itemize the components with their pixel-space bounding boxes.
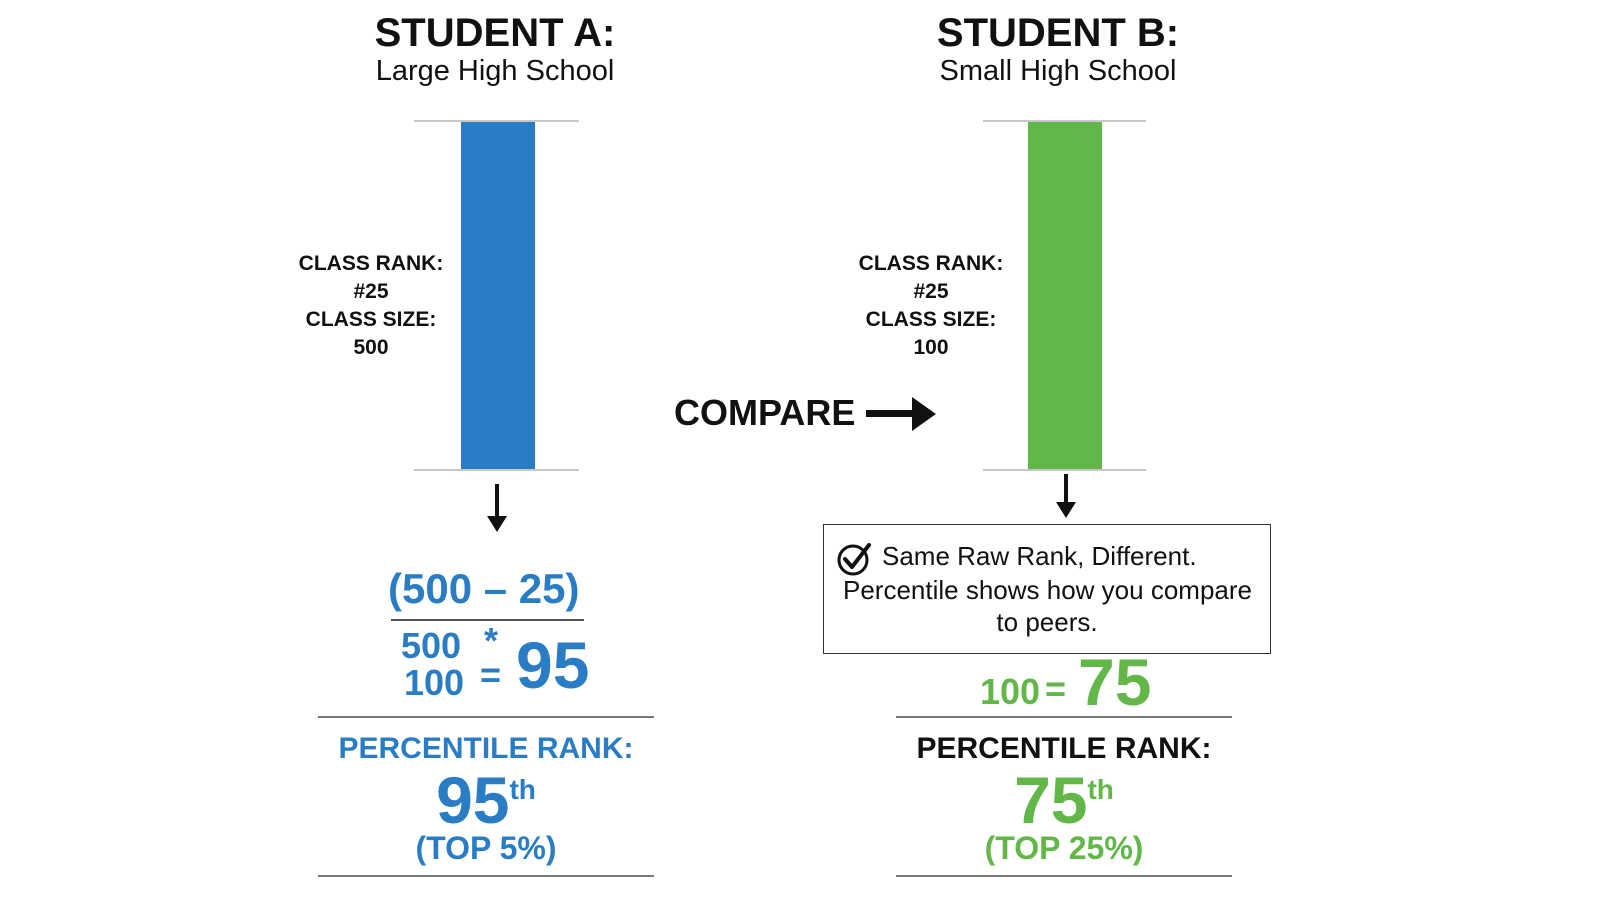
student-b-percentile-value: 75th [864,765,1264,835]
student-b-title: STUDENT B: [936,11,1180,55]
student-a-stats: CLASS RANK: #25 CLASS SIZE: 500 [281,250,461,362]
student-b-percentile-number: 75 [1014,763,1088,837]
student-b-bar-bottom-line [983,469,1146,471]
student-a-percentile-number: 95 [436,763,510,837]
student-a-bar-bottom-line [414,469,579,471]
student-a-subtitle: Large High School [375,55,615,87]
student-b-down-arrow-icon [1056,474,1076,518]
note-line-3: to peers. [996,607,1098,637]
student-b-formula-result: 75 [1078,645,1152,719]
student-a-class-rank-value: #25 [353,280,389,303]
student-b-formula-multiplier: 100 [980,671,1041,712]
student-a-formula-numerator: (500 – 25) [388,565,580,612]
note-line-1: Same Raw Rank, Different. [882,541,1197,571]
student-a-percentile-suffix: th [509,774,536,805]
check-circle-icon [837,543,871,576]
student-b-bar-top-line [983,120,1146,122]
note-box [823,524,1271,654]
student-a-bar-top-line [414,120,579,122]
student-b-subtitle: Small High School [939,55,1177,87]
student-a-formula-denominator: 500 [401,625,462,666]
student-b-formula-equals: = [1045,668,1067,709]
student-b-divider-bottom [896,875,1232,877]
compare-arrow-icon [866,410,914,417]
student-a-down-arrow-icon [487,484,507,532]
student-a-formula-equals: = [480,654,502,695]
student-a-formula-multiplier: 100 [404,662,465,703]
student-b-class-rank-value: #25 [913,280,949,303]
student-b-percentile-label: PERCENTILE RANK: [916,732,1212,765]
student-a-formula-star: * [484,620,499,661]
note-line-2: Percentile shows how you compare [843,575,1252,605]
student-b-class-size-label: CLASS SIZE: [865,308,997,331]
student-b-bar [1028,122,1102,469]
student-a-divider-bottom [318,875,654,877]
student-a-percentile-value: 95th [286,765,686,835]
student-b-class-size-value: 100 [913,336,949,359]
compare-arrow-head-icon [912,397,936,431]
student-a-fraction-line [391,619,584,621]
student-b-class-rank-label: CLASS RANK: [858,252,1004,275]
compare-label: COMPARE [674,392,856,433]
student-a-divider-top [318,716,654,718]
student-b-divider-top [896,716,1232,718]
student-b-percentile-top: (TOP 25%) [984,830,1144,866]
student-b-percentile-suffix: th [1087,774,1114,805]
student-a-class-size-label: CLASS SIZE: [305,308,437,331]
student-a-bar [461,122,535,469]
student-a-formula-result: 95 [516,628,590,702]
student-a-title: STUDENT A: [374,11,616,55]
student-a-class-size-value: 500 [353,336,389,359]
student-a-class-rank-label: CLASS RANK: [298,252,444,275]
student-a-percentile-label: PERCENTILE RANK: [338,732,634,765]
student-b-stats: CLASS RANK: #25 CLASS SIZE: 100 [841,250,1021,362]
student-a-percentile-top: (TOP 5%) [415,830,557,866]
